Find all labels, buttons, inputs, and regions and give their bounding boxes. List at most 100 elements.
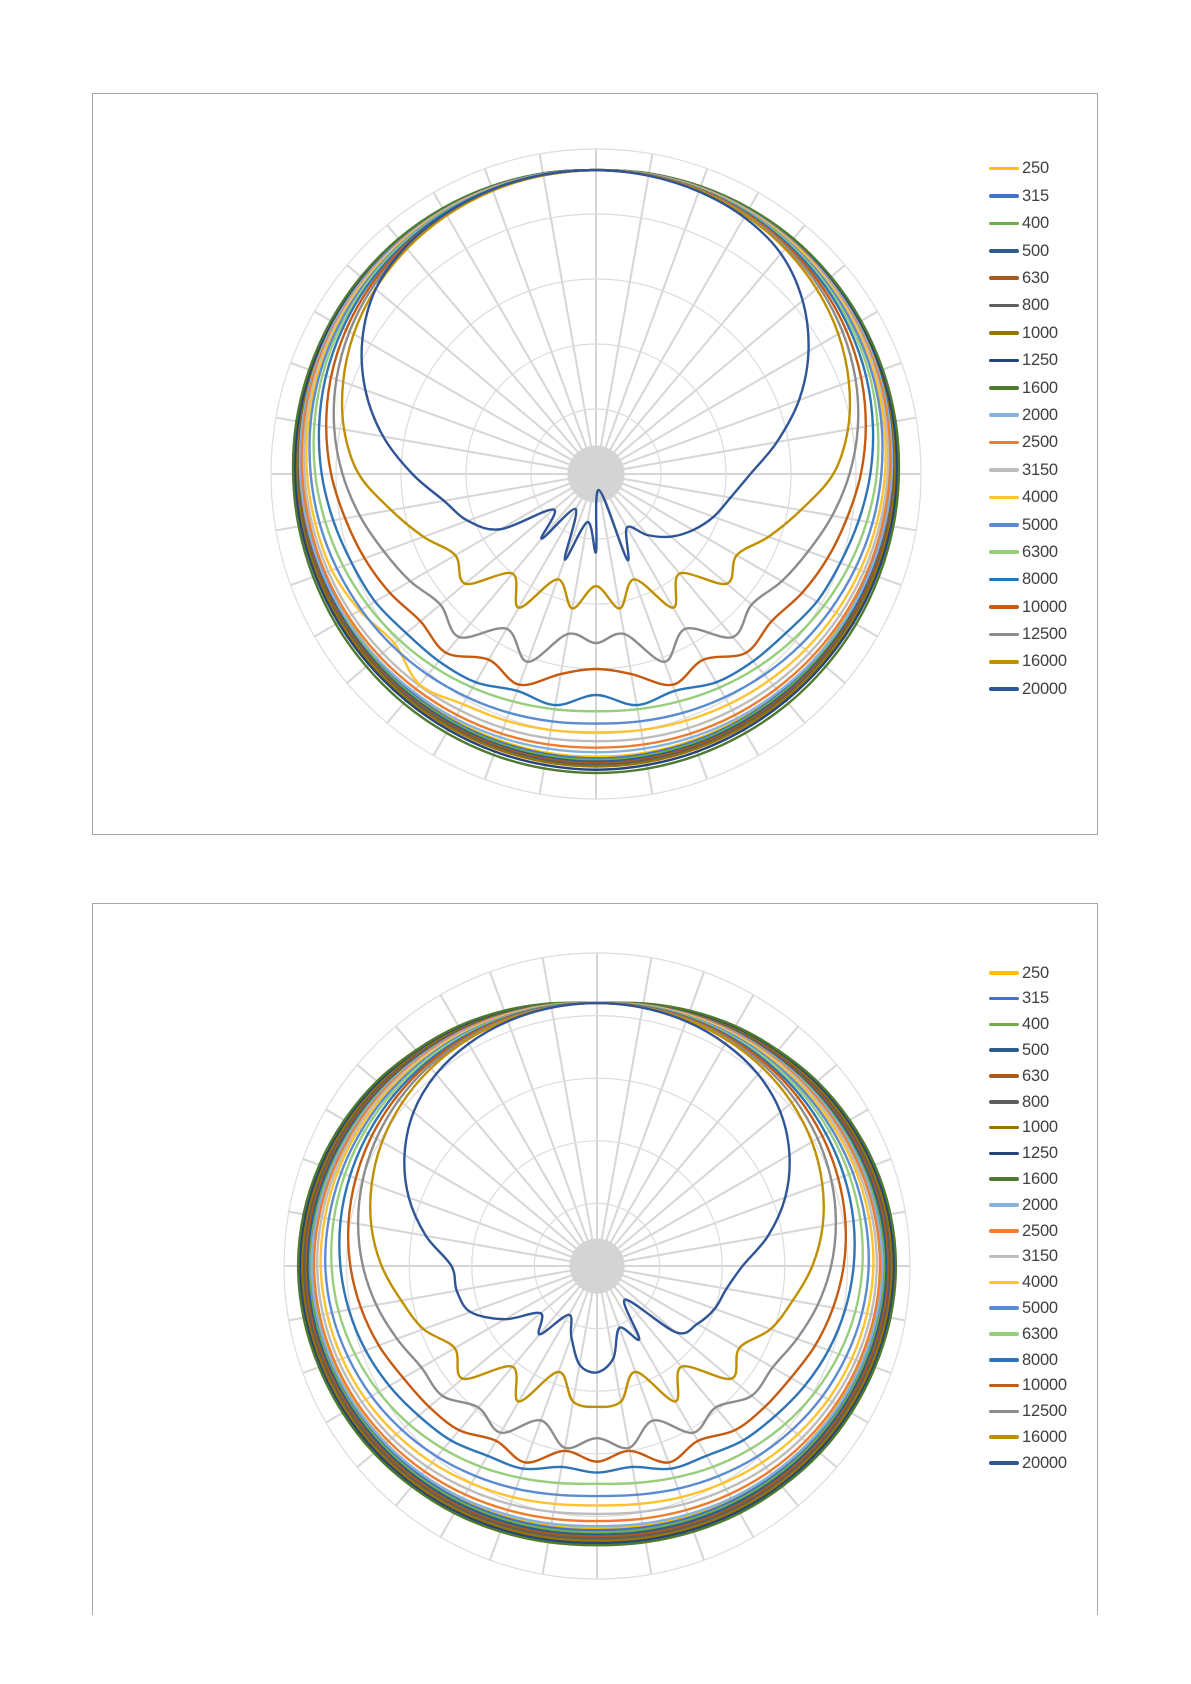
series-curve-10000 — [324, 168, 868, 687]
legend-swatch-icon — [989, 194, 1019, 198]
series-curve-16000 — [369, 1001, 825, 1409]
legend-item-3150: 3150 — [989, 456, 1067, 483]
legend-swatch-icon — [989, 1332, 1019, 1336]
legend-label: 400 — [1022, 1015, 1049, 1034]
legend-item-3150: 3150 — [989, 1244, 1067, 1270]
polar-ring-gridline — [335, 213, 857, 735]
legend-swatch-icon — [989, 1125, 1019, 1130]
legend-label: 1250 — [1022, 351, 1058, 370]
legend-swatch-icon — [989, 996, 1019, 1001]
legend-label: 20000 — [1022, 1453, 1067, 1472]
legend-swatch-icon — [989, 1254, 1019, 1259]
legend-swatch-icon — [989, 1435, 1019, 1440]
legend-swatch-icon — [989, 1409, 1019, 1414]
series-curve-5000 — [308, 168, 884, 725]
legend-swatch-icon — [989, 1306, 1019, 1311]
legend-label: 250 — [1022, 963, 1049, 982]
legend-item-16000: 16000 — [989, 1424, 1067, 1450]
polar-spoke-gridline — [596, 957, 653, 1267]
legend-item-12500: 12500 — [989, 1399, 1067, 1425]
legend-label: 16000 — [1022, 1427, 1067, 1446]
legend-label: 10000 — [1022, 597, 1067, 616]
legend-swatch-icon — [989, 358, 1019, 363]
polar-spoke-gridline — [275, 416, 597, 475]
legend-swatch-icon — [989, 303, 1019, 308]
polar-spoke-gridline — [541, 957, 598, 1267]
legend-label: 315 — [1022, 989, 1049, 1008]
legend-label: 1250 — [1022, 1144, 1058, 1163]
legend-swatch-icon — [989, 1461, 1019, 1465]
legend-label: 2000 — [1022, 1195, 1058, 1214]
series-curve-500 — [306, 1001, 888, 1536]
legend-label: 630 — [1022, 1066, 1049, 1085]
polar-spoke-gridline — [595, 168, 709, 475]
polar-spoke-gridline — [290, 361, 597, 475]
polar-spoke-gridline — [596, 1158, 892, 1267]
legend-label: 2500 — [1022, 433, 1058, 452]
polar-center-hub — [567, 445, 625, 503]
legend-label: 10000 — [1022, 1376, 1067, 1395]
polar-ring-gridline — [471, 1140, 723, 1392]
series-curve-1600 — [296, 1001, 898, 1547]
series-curve-1250 — [293, 168, 899, 771]
series-curve-6300 — [312, 168, 880, 713]
legend-item-2000: 2000 — [989, 1192, 1067, 1218]
series-curve-1600 — [291, 168, 901, 775]
polar-spoke-gridline — [288, 1265, 598, 1322]
legend-item-1250: 1250 — [989, 347, 1067, 374]
legend-swatch-icon — [989, 577, 1019, 582]
series-curve-10000 — [346, 1001, 848, 1464]
legend-item-500: 500 — [989, 1037, 1067, 1063]
bottom-chart-panel: 250 315 400 500 630 800 1000 1250 1600 2000 2500 31… — [92, 903, 1098, 1615]
legend-swatch-icon — [989, 249, 1019, 253]
polar-spoke-gridline — [595, 361, 902, 475]
polar-spoke-gridline — [596, 1064, 838, 1267]
legend-item-6300: 6300 — [989, 1321, 1067, 1347]
legend-label: 2000 — [1022, 405, 1058, 424]
legend-swatch-icon — [989, 1358, 1019, 1362]
legend-swatch-icon — [989, 605, 1019, 609]
polar-spoke-gridline — [275, 473, 597, 532]
polar-spoke-gridline — [538, 153, 597, 475]
legend-swatch-icon — [989, 1100, 1019, 1104]
legend-swatch-icon — [989, 440, 1019, 445]
polar-spoke-gridline — [595, 473, 846, 684]
legend-item-1250: 1250 — [989, 1141, 1067, 1167]
legend-label: 12500 — [1022, 625, 1067, 644]
top-chart-legend: 250 315 400 500 630 800 1000 1250 1600 2000 2500 31… — [989, 155, 1067, 703]
legend-item-1000: 1000 — [989, 319, 1067, 346]
bottom-chart-legend: 250 315 400 500 630 800 1000 1250 1600 2000 2500 31… — [989, 960, 1067, 1476]
series-curve-630 — [304, 1001, 890, 1538]
legend-label: 5000 — [1022, 1299, 1058, 1317]
polar-spoke-gridline — [595, 192, 760, 475]
series-curve-12500 — [332, 168, 860, 664]
series-curve-4000 — [319, 1001, 875, 1507]
legend-item-20000: 20000 — [989, 1450, 1067, 1476]
legend-label: 1000 — [1022, 323, 1058, 342]
polar-spoke-gridline — [395, 1265, 598, 1507]
legend-swatch-icon — [989, 166, 1019, 171]
legend-item-4000: 4000 — [989, 1270, 1067, 1296]
series-curve-2000 — [298, 168, 894, 754]
polar-spoke-gridline — [595, 153, 654, 475]
polar-spoke-gridline — [595, 473, 806, 724]
polar-ring-gridline — [408, 1077, 786, 1455]
legend-item-400: 400 — [989, 210, 1067, 237]
legend-label: 4000 — [1022, 1273, 1058, 1292]
legend-label: 16000 — [1022, 652, 1067, 671]
legend-item-2000: 2000 — [989, 402, 1067, 429]
legend-swatch-icon — [989, 1203, 1019, 1207]
legend-label: 500 — [1022, 1041, 1049, 1060]
polar-spoke-gridline — [596, 1265, 799, 1507]
legend-swatch-icon — [989, 468, 1019, 472]
legend-item-8000: 8000 — [989, 566, 1067, 593]
legend-label: 2500 — [1022, 1221, 1058, 1240]
legend-swatch-icon — [989, 971, 1019, 975]
legend-label: 20000 — [1022, 679, 1067, 698]
polar-spoke-gridline — [596, 1265, 892, 1374]
polar-ring-gridline — [270, 148, 922, 800]
legend-swatch-icon — [989, 1280, 1019, 1285]
legend-label: 8000 — [1022, 570, 1058, 589]
polar-spoke-gridline — [302, 1265, 598, 1374]
